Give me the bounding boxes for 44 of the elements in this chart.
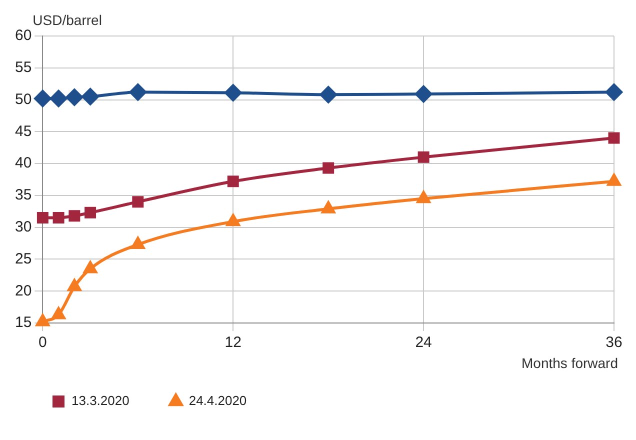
point bbox=[322, 201, 336, 214]
y-tick-label: 45 bbox=[14, 122, 32, 140]
y-axis-title: USD/barrel bbox=[32, 12, 102, 28]
point bbox=[34, 90, 52, 107]
point bbox=[320, 86, 337, 104]
point bbox=[608, 132, 620, 144]
point bbox=[66, 88, 83, 106]
point bbox=[131, 237, 145, 250]
point bbox=[415, 86, 432, 103]
point bbox=[129, 84, 146, 101]
point bbox=[322, 162, 334, 174]
point bbox=[68, 210, 80, 222]
point bbox=[52, 212, 64, 224]
x-tick-label: 24 bbox=[415, 334, 432, 352]
y-tick-label: 15 bbox=[14, 314, 32, 332]
point bbox=[227, 176, 239, 188]
point bbox=[226, 214, 240, 226]
y-tick-label: 55 bbox=[14, 59, 32, 76]
y-tick-label: 20 bbox=[14, 282, 32, 300]
point bbox=[416, 191, 430, 204]
y-tick-label: 40 bbox=[14, 154, 32, 172]
point bbox=[606, 84, 622, 101]
point bbox=[224, 84, 242, 102]
point bbox=[52, 307, 66, 320]
y-tick-label: 50 bbox=[14, 90, 32, 108]
y-tick-label: 60 bbox=[14, 27, 32, 44]
y-tick-label: 35 bbox=[14, 186, 32, 204]
legend-label: 24.4.2020 bbox=[188, 393, 247, 408]
point bbox=[68, 279, 82, 292]
legend-label: 13.3.2020 bbox=[72, 393, 130, 408]
point bbox=[132, 196, 144, 208]
y-tick-label: 30 bbox=[14, 218, 32, 236]
point bbox=[84, 261, 97, 274]
point bbox=[607, 174, 621, 186]
point bbox=[418, 151, 430, 163]
point bbox=[84, 206, 96, 218]
point bbox=[82, 88, 99, 106]
x-axis-title: Months forward bbox=[522, 354, 618, 371]
point bbox=[50, 90, 68, 107]
x-tick-label: 0 bbox=[38, 334, 47, 352]
point bbox=[36, 212, 48, 224]
x-tick-label: 36 bbox=[606, 334, 622, 352]
x-tick-label: 12 bbox=[224, 334, 242, 352]
y-tick-label: 25 bbox=[14, 250, 32, 268]
